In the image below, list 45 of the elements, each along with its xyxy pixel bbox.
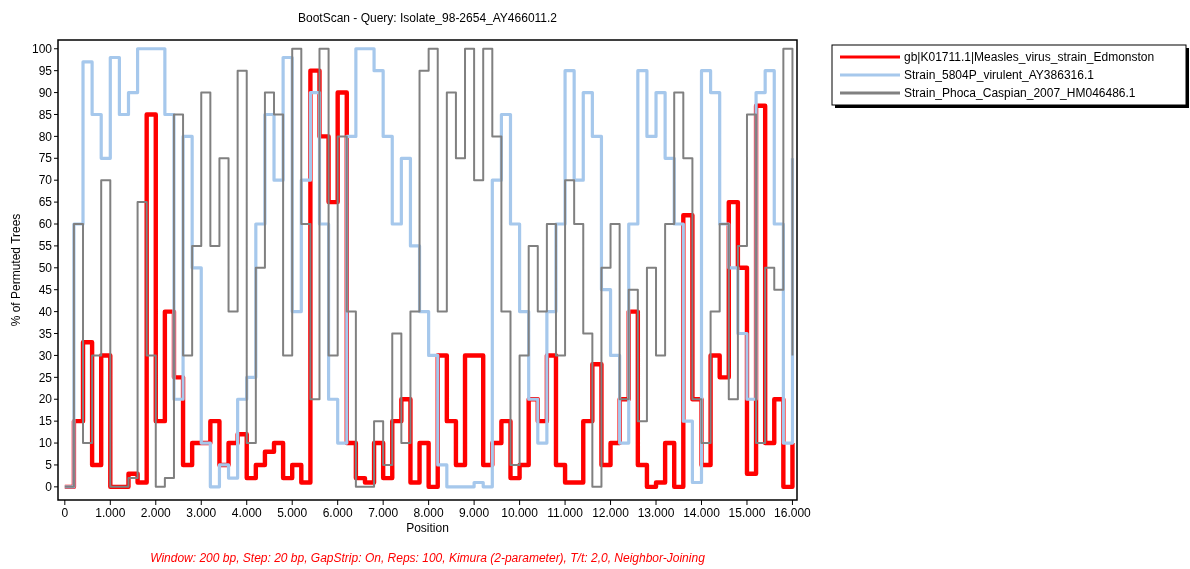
x-tick-label: 3.000 — [186, 506, 217, 520]
x-tick-label: 10.000 — [501, 506, 539, 520]
x-tick-label: 5.000 — [277, 506, 308, 520]
y-tick-label: 95 — [38, 63, 53, 78]
y-tick-label: 5 — [45, 458, 53, 473]
x-tick-label: 9.000 — [459, 506, 490, 520]
x-tick-label: 15.000 — [728, 506, 766, 520]
chart-title: BootScan - Query: Isolate_98-2654_AY466011.2 — [297, 11, 558, 25]
x-tick-label: 1.000 — [95, 506, 126, 520]
y-tick-label: 15 — [38, 414, 53, 429]
y-tick-label: 20 — [38, 392, 53, 407]
legend-label: Strain_Phoca_Caspian_2007_HM046486.1 — [904, 86, 1136, 101]
y-axis-title: % of Permuted Trees — [9, 213, 23, 327]
text: Window: 200 bp, Step: 20 bp, GapStrip: On, Reps: 100, Kimura (2-parameter), T/t: 2,0, Neighbor-Joining — [150, 551, 706, 565]
y-tick-label: 60 — [38, 217, 53, 232]
y-tick-label: 65 — [38, 195, 53, 210]
y-tick-label: 30 — [38, 348, 53, 363]
x-tick-label: 8.000 — [413, 506, 444, 520]
legend-label: Strain_5804P_virulent_AY386316.1 — [904, 68, 1095, 83]
y-tick-label: 55 — [38, 239, 53, 254]
x-tick-label: 4.000 — [231, 506, 263, 520]
x-axis-title: Position — [406, 521, 449, 535]
x-tick-label: 13.000 — [637, 506, 675, 520]
y-tick-label: 25 — [38, 370, 53, 385]
x-tick-label: 14.000 — [683, 506, 721, 520]
y-tick-label: 40 — [38, 304, 53, 319]
x-tick-label: 7.000 — [368, 506, 399, 520]
x-tick-label: 16.000 — [774, 506, 812, 520]
x-tick-label: 2.000 — [140, 506, 172, 520]
x-tick-label: 6.000 — [322, 506, 354, 520]
y-tick-label: 100 — [31, 41, 53, 56]
y-tick-label: 45 — [38, 282, 53, 297]
y-tick-label: 70 — [38, 173, 53, 188]
x-tick-label: 0 — [61, 506, 69, 520]
y-tick-label: 80 — [38, 129, 53, 144]
y-tick-label: 85 — [38, 107, 53, 122]
y-tick-label: 50 — [38, 261, 53, 276]
y-tick-label: 0 — [45, 480, 53, 495]
y-tick-label: 35 — [38, 326, 53, 341]
y-tick-label: 75 — [38, 151, 53, 166]
legend-label: gb|K01711.1|Measles_virus_strain_Edmonston — [904, 50, 1155, 65]
x-tick-label: 12.000 — [592, 506, 630, 520]
x-tick-label: 11.000 — [547, 506, 584, 520]
y-tick-label: 10 — [38, 436, 53, 451]
y-tick-label: 90 — [38, 85, 53, 100]
